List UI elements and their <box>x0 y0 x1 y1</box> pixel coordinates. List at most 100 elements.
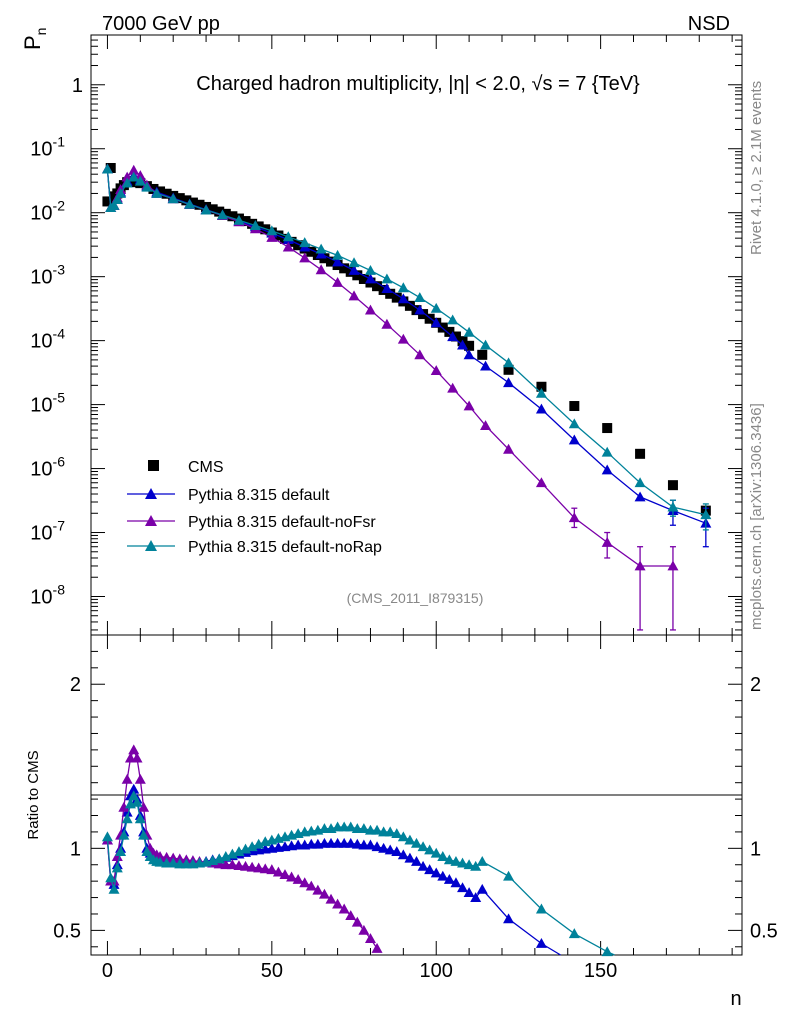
ratio-point-noFsr <box>118 801 130 812</box>
ratio-point-noRap <box>450 855 462 866</box>
ratio-point-default <box>351 838 363 849</box>
point-default <box>397 293 409 304</box>
ratio-point-noRap <box>463 859 475 870</box>
point-default <box>463 349 475 360</box>
point-noRap <box>332 249 344 260</box>
point-noFsr <box>414 349 426 360</box>
point-default <box>414 304 426 315</box>
y-tick-label: 10-8 <box>30 581 65 608</box>
y-tick-label: 10-1 <box>30 134 65 161</box>
cms-point <box>181 195 192 206</box>
ratio-point-noFsr <box>345 910 357 921</box>
ratio-point-noFsr <box>305 880 317 891</box>
point-noFsr <box>381 318 393 329</box>
ratio-point-noFsr <box>240 860 252 871</box>
point-noRap <box>266 225 278 236</box>
ratio-point-noRap <box>118 829 130 840</box>
point-noRap <box>141 181 153 192</box>
ratio-point-noRap <box>167 857 179 868</box>
ratio-point-default <box>443 874 455 884</box>
ratio-point-default <box>463 887 475 898</box>
ratio-point-default <box>128 783 140 794</box>
point-default <box>332 256 344 267</box>
ratio-point-noRap <box>358 823 370 834</box>
ratio-point-noRap <box>371 824 383 835</box>
point-default <box>457 339 469 350</box>
ratio-point-noFsr <box>161 851 173 862</box>
cms-point <box>102 196 113 207</box>
point-noRap <box>348 257 360 268</box>
ratio-point-default <box>503 913 515 924</box>
ratio-point-noRap <box>384 826 396 837</box>
ratio-tick-label: 0.5 <box>53 920 81 942</box>
cms-point <box>306 246 317 257</box>
point-noFsr <box>430 365 442 376</box>
point-default <box>381 283 393 294</box>
legend: CMS Pythia 8.315 default Pythia 8.315 de… <box>127 459 382 556</box>
point-noFsr <box>503 443 515 454</box>
point-noRap <box>315 243 327 254</box>
point-noRap <box>447 314 459 325</box>
cms-point <box>411 305 422 316</box>
y-tick-label: 10-2 <box>30 198 65 225</box>
cms-point <box>450 331 461 342</box>
cms-point <box>602 423 613 434</box>
ratio-point-noFsr <box>371 942 383 953</box>
ratio-point-noFsr <box>358 924 370 935</box>
svg-text:Pn: Pn <box>20 28 49 50</box>
ratio-point-noRap <box>476 855 488 866</box>
cms-point <box>404 300 415 311</box>
y-tick-label: 10-5 <box>30 390 65 417</box>
ratio-point-noRap <box>134 813 146 824</box>
ratio-point-noRap <box>404 834 416 845</box>
ratio-point-default <box>424 864 436 875</box>
ratio-series-default <box>101 783 561 956</box>
ratio-point-noRap <box>105 872 117 883</box>
ratio-point-default <box>535 938 547 948</box>
ratio-point-default <box>404 852 416 863</box>
point-noRap <box>167 193 179 204</box>
ratio-point-noRap <box>154 856 166 867</box>
ratio-point-noRap <box>131 796 143 807</box>
ratio-point-noRap <box>443 854 455 865</box>
point-noRap <box>503 357 515 368</box>
y-tick-label: 1 <box>72 75 83 97</box>
point-noFsr <box>315 264 327 275</box>
cms-point <box>424 313 435 324</box>
cms-point <box>372 281 383 292</box>
ratio-tick-label: 2 <box>70 674 81 696</box>
point-default <box>364 273 376 284</box>
ratio-point-default <box>364 839 376 850</box>
legend-label-cms: CMS <box>188 459 224 476</box>
ratio-point-noFsr <box>364 933 376 943</box>
ratio-point-noFsr <box>246 861 258 872</box>
ratio-series-noRap <box>101 790 615 957</box>
main-series <box>101 162 712 631</box>
point-noFsr <box>299 252 311 263</box>
point-noRap <box>121 177 133 188</box>
series-line-noFsr <box>106 169 673 567</box>
y-tick-label: 10-6 <box>30 454 65 481</box>
series-noRap <box>101 163 712 531</box>
ratio-point-noFsr <box>299 877 311 888</box>
cms-point <box>174 193 185 204</box>
ratio-point-noRap <box>138 829 150 840</box>
ratio-point-noRap <box>503 870 515 881</box>
cms-point <box>207 204 218 215</box>
analysis-watermark: (CMS_2011_I879315) <box>347 590 484 606</box>
x-tick-label: 50 <box>261 960 283 982</box>
point-noFsr <box>447 382 459 393</box>
rivet-label: Rivet 4.1.0, ≥ 2.1M events <box>748 81 765 255</box>
source-label: mcplots.cern.ch [arXiv:1306.3436] <box>748 403 765 630</box>
ratio-point-noFsr <box>131 752 143 763</box>
point-noFsr <box>364 304 376 315</box>
ratio-point-noRap <box>424 844 436 855</box>
point-default <box>348 264 360 275</box>
legend-marker-norap <box>145 540 157 551</box>
ratio-point-noFsr <box>272 866 284 877</box>
cms-point <box>536 381 547 392</box>
point-default <box>601 464 613 475</box>
ratio-point-noRap <box>437 851 449 861</box>
ratio-point-noFsr <box>325 893 337 904</box>
cms-point <box>220 208 231 219</box>
